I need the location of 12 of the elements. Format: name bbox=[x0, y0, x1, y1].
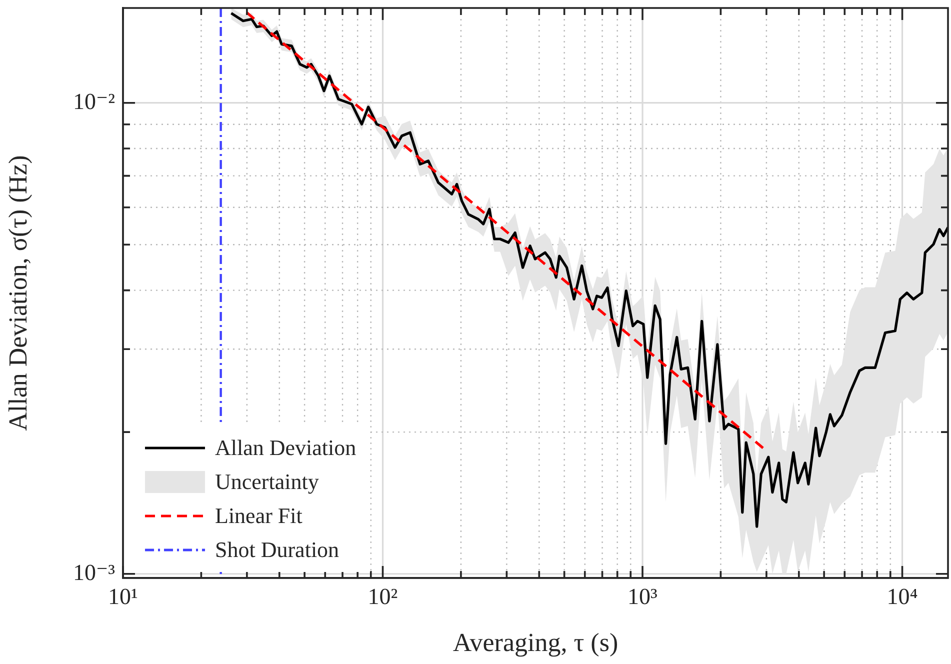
legend-label: Allan Deviation bbox=[215, 434, 356, 460]
x-axis-title: Averaging, τ (s) bbox=[452, 628, 618, 658]
legend-label: Linear Fit bbox=[215, 502, 302, 528]
annotation: Uncertainty bbox=[215, 468, 319, 494]
y-tick-label: 10⁻³ bbox=[72, 560, 116, 585]
y-axis-title: Allan Deviation, σ(τ) (Hz) bbox=[3, 155, 32, 431]
ref-line-label: Shot Duration bbox=[215, 536, 340, 562]
x-tick-label: 10¹ bbox=[108, 584, 138, 609]
y-tick-label: 10⁻² bbox=[72, 88, 116, 114]
x-tick-label: 10³ bbox=[628, 584, 658, 609]
x-tick-label: 10² bbox=[368, 584, 398, 609]
x-tick-label: 10⁴ bbox=[886, 584, 918, 609]
